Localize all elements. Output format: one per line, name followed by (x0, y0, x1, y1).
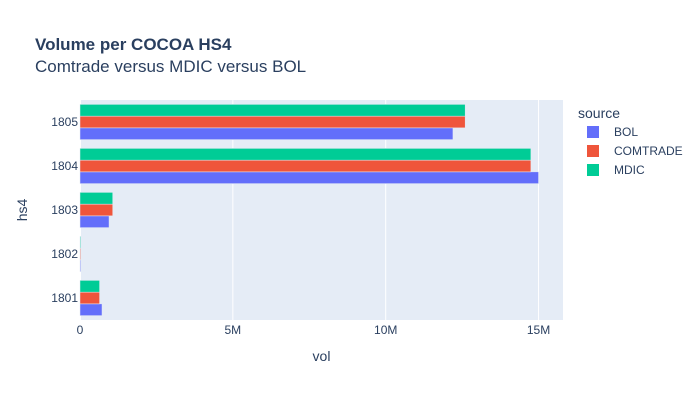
x-tick-labels: 0 5M 10M 15M (77, 323, 551, 337)
x-axis-title: vol (313, 348, 331, 364)
y-tick-label: 1801 (51, 291, 78, 305)
bar-bol-1804[interactable] (79, 171, 539, 184)
legend-title: source (578, 105, 620, 121)
bar-mdic-1801[interactable] (79, 280, 100, 293)
legend-swatch (587, 145, 599, 157)
x-tick-label: 5M (225, 323, 242, 337)
bar-bol-1801[interactable] (79, 303, 103, 316)
bar-mdic-1803[interactable] (79, 192, 113, 205)
legend-label: BOL (614, 125, 638, 139)
x-tick-label: 15M (527, 323, 550, 337)
bar-mdic-1804[interactable] (79, 148, 532, 161)
legend-label: MDIC (614, 163, 645, 177)
y-tick-labels: 1801 1802 1803 1804 1805 (51, 115, 78, 305)
legend[interactable]: BOL COMTRADE MDIC (587, 125, 683, 177)
bar-bol-1805[interactable] (79, 127, 454, 140)
chart-subtitle: Comtrade versus MDIC versus BOL (35, 57, 306, 76)
legend-item-comtrade[interactable]: COMTRADE (587, 144, 683, 158)
y-tick-label: 1802 (51, 247, 78, 261)
bar-bol-1803[interactable] (79, 215, 110, 228)
bar-comtrade-1804[interactable] (79, 159, 532, 173)
legend-label: COMTRADE (614, 144, 683, 158)
y-tick-label: 1805 (51, 115, 78, 129)
y-tick-label: 1803 (51, 203, 78, 217)
bar-bol-1802[interactable] (79, 259, 82, 272)
legend-swatch (587, 126, 599, 138)
bar-comtrade-1803[interactable] (79, 203, 113, 217)
legend-swatch (587, 164, 599, 176)
legend-item-mdic[interactable]: MDIC (587, 163, 645, 177)
bar-mdic-1805[interactable] (79, 104, 466, 117)
bar-comtrade-1805[interactable] (79, 115, 466, 129)
chart-title: Volume per COCOA HS4 (35, 35, 232, 54)
bar-mdic-1802[interactable] (79, 236, 82, 249)
bar-comtrade-1801[interactable] (79, 291, 100, 305)
y-axis-title: hs4 (14, 199, 30, 222)
legend-item-bol[interactable]: BOL (587, 125, 638, 139)
x-tick-label: 0 (77, 323, 84, 337)
bars (79, 104, 539, 316)
bar-comtrade-1802[interactable] (79, 247, 82, 261)
y-tick-label: 1804 (51, 159, 78, 173)
x-tick-label: 10M (374, 323, 397, 337)
